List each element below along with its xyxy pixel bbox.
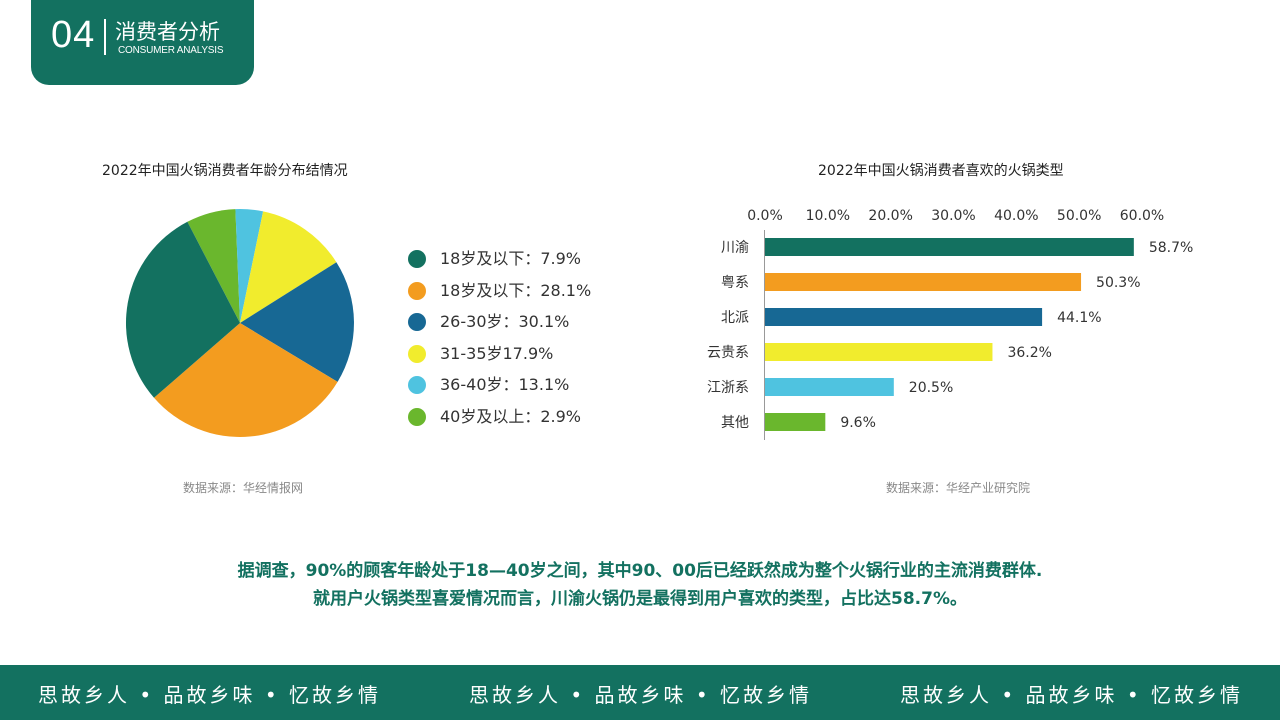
legend-dot — [408, 407, 426, 426]
bar-value-label: 20.5% — [909, 380, 953, 396]
bar-tick-label: 0.0% — [747, 208, 783, 224]
legend-label: 36-40岁：13.1% — [440, 375, 570, 394]
section-number: 04 — [51, 14, 96, 56]
pie-legend: 18岁及以下：7.9% 18岁及以下：28.1% 26-30岁：30.1% 31… — [408, 248, 638, 437]
bar-tick-label: 20.0% — [868, 208, 912, 224]
conclusion-line-1: 据调查，90%的顾客年龄处于18—40岁之间，其中90、00后已经跃然成为整个火… — [237, 561, 1043, 581]
bar-4 — [765, 378, 894, 396]
legend-dot — [408, 281, 426, 300]
bar-chart-title: 2022年中国火锅消费者喜欢的火锅类型 — [818, 163, 1064, 179]
legend-dot — [408, 313, 426, 331]
bar-3 — [765, 343, 993, 361]
footer-slogan: 思故乡人 • 品故乡味 • 忆故乡情 — [469, 683, 813, 707]
pie-slice-26-30 — [240, 262, 354, 382]
bar-0 — [765, 238, 1134, 256]
legend-item: 26-30岁：30.1% — [408, 311, 638, 343]
bar-category-label: 云贵系 — [707, 345, 749, 361]
footer-slogan: 思故乡人 • 品故乡味 • 忆故乡情 — [900, 683, 1244, 707]
section-subtitle: CONSUMER ANALYSIS — [118, 45, 224, 56]
legend-item: 31-35岁17.9% — [408, 343, 638, 375]
legend-label: 26-30岁：30.1% — [440, 312, 570, 331]
bar-category-label: 江浙系 — [707, 380, 749, 396]
legend-item: 40岁及以上：2.9% — [408, 406, 638, 438]
legend-item: 18岁及以下：28.1% — [408, 280, 638, 312]
bar-category-label: 其他 — [721, 415, 749, 431]
bar-value-label: 58.7% — [1149, 240, 1193, 256]
legend-dot — [408, 250, 426, 268]
pie-chart-title: 2022年中国火锅消费者年龄分布结情况 — [102, 163, 348, 179]
pie-source: 数据来源：华经情报网 — [183, 481, 304, 495]
bar-5 — [765, 413, 826, 431]
bar-value-label: 36.2% — [1007, 345, 1051, 361]
bar-category-label: 北派 — [721, 310, 749, 326]
bar-tick-label: 10.0% — [806, 208, 850, 224]
legend-label: 18岁及以下：7.9% — [440, 249, 582, 268]
bar-tick-label: 40.0% — [994, 208, 1038, 224]
bar-2 — [765, 308, 1043, 326]
badge-divider — [104, 19, 106, 55]
legend-label: 18岁及以下：28.1% — [440, 280, 592, 300]
pie-slice-18-under — [125, 221, 240, 398]
bar-value-label: 9.6% — [840, 415, 876, 431]
bar-value-label: 44.1% — [1057, 310, 1101, 326]
pie-slice-36-40 — [235, 209, 264, 323]
legend-label: 31-35岁17.9% — [440, 343, 554, 363]
legend-label: 40岁及以上：2.9% — [440, 406, 582, 426]
bar-tick-label: 50.0% — [1057, 208, 1101, 224]
section-title: 消费者分析 — [115, 20, 220, 44]
bar-tick-label: 60.0% — [1120, 208, 1164, 224]
legend-item: 18岁及以下：7.9% — [408, 248, 638, 280]
bar-category-label: 粤系 — [721, 275, 749, 291]
pie-slice-18-28 — [154, 323, 338, 437]
bar-source: 数据来源：华经产业研究院 — [886, 481, 1031, 495]
legend-dot — [408, 376, 426, 394]
section-badge: 04 消费者分析 CONSUMER ANALYSIS — [31, 0, 254, 85]
footer-band: 思故乡人 • 品故乡味 • 忆故乡情 思故乡人 • 品故乡味 • 忆故乡情 思故… — [0, 665, 1280, 720]
legend-item: 36-40岁：13.1% — [408, 374, 638, 406]
bar-tick-label: 30.0% — [931, 208, 975, 224]
bar-value-label: 50.3% — [1096, 275, 1140, 291]
pie-slice-31-35 — [240, 211, 337, 323]
pie-slice-40-plus — [187, 209, 240, 323]
footer-slogan: 思故乡人 • 品故乡味 • 忆故乡情 — [38, 683, 382, 707]
conclusion-line-2: 就用户火锅类型喜爱情况而言，川渝火锅仍是最得到用户喜欢的类型，占比达58.7%。 — [313, 589, 967, 609]
bar-category-label: 川渝 — [721, 240, 749, 256]
bar-1 — [765, 273, 1082, 291]
legend-dot — [408, 344, 426, 363]
